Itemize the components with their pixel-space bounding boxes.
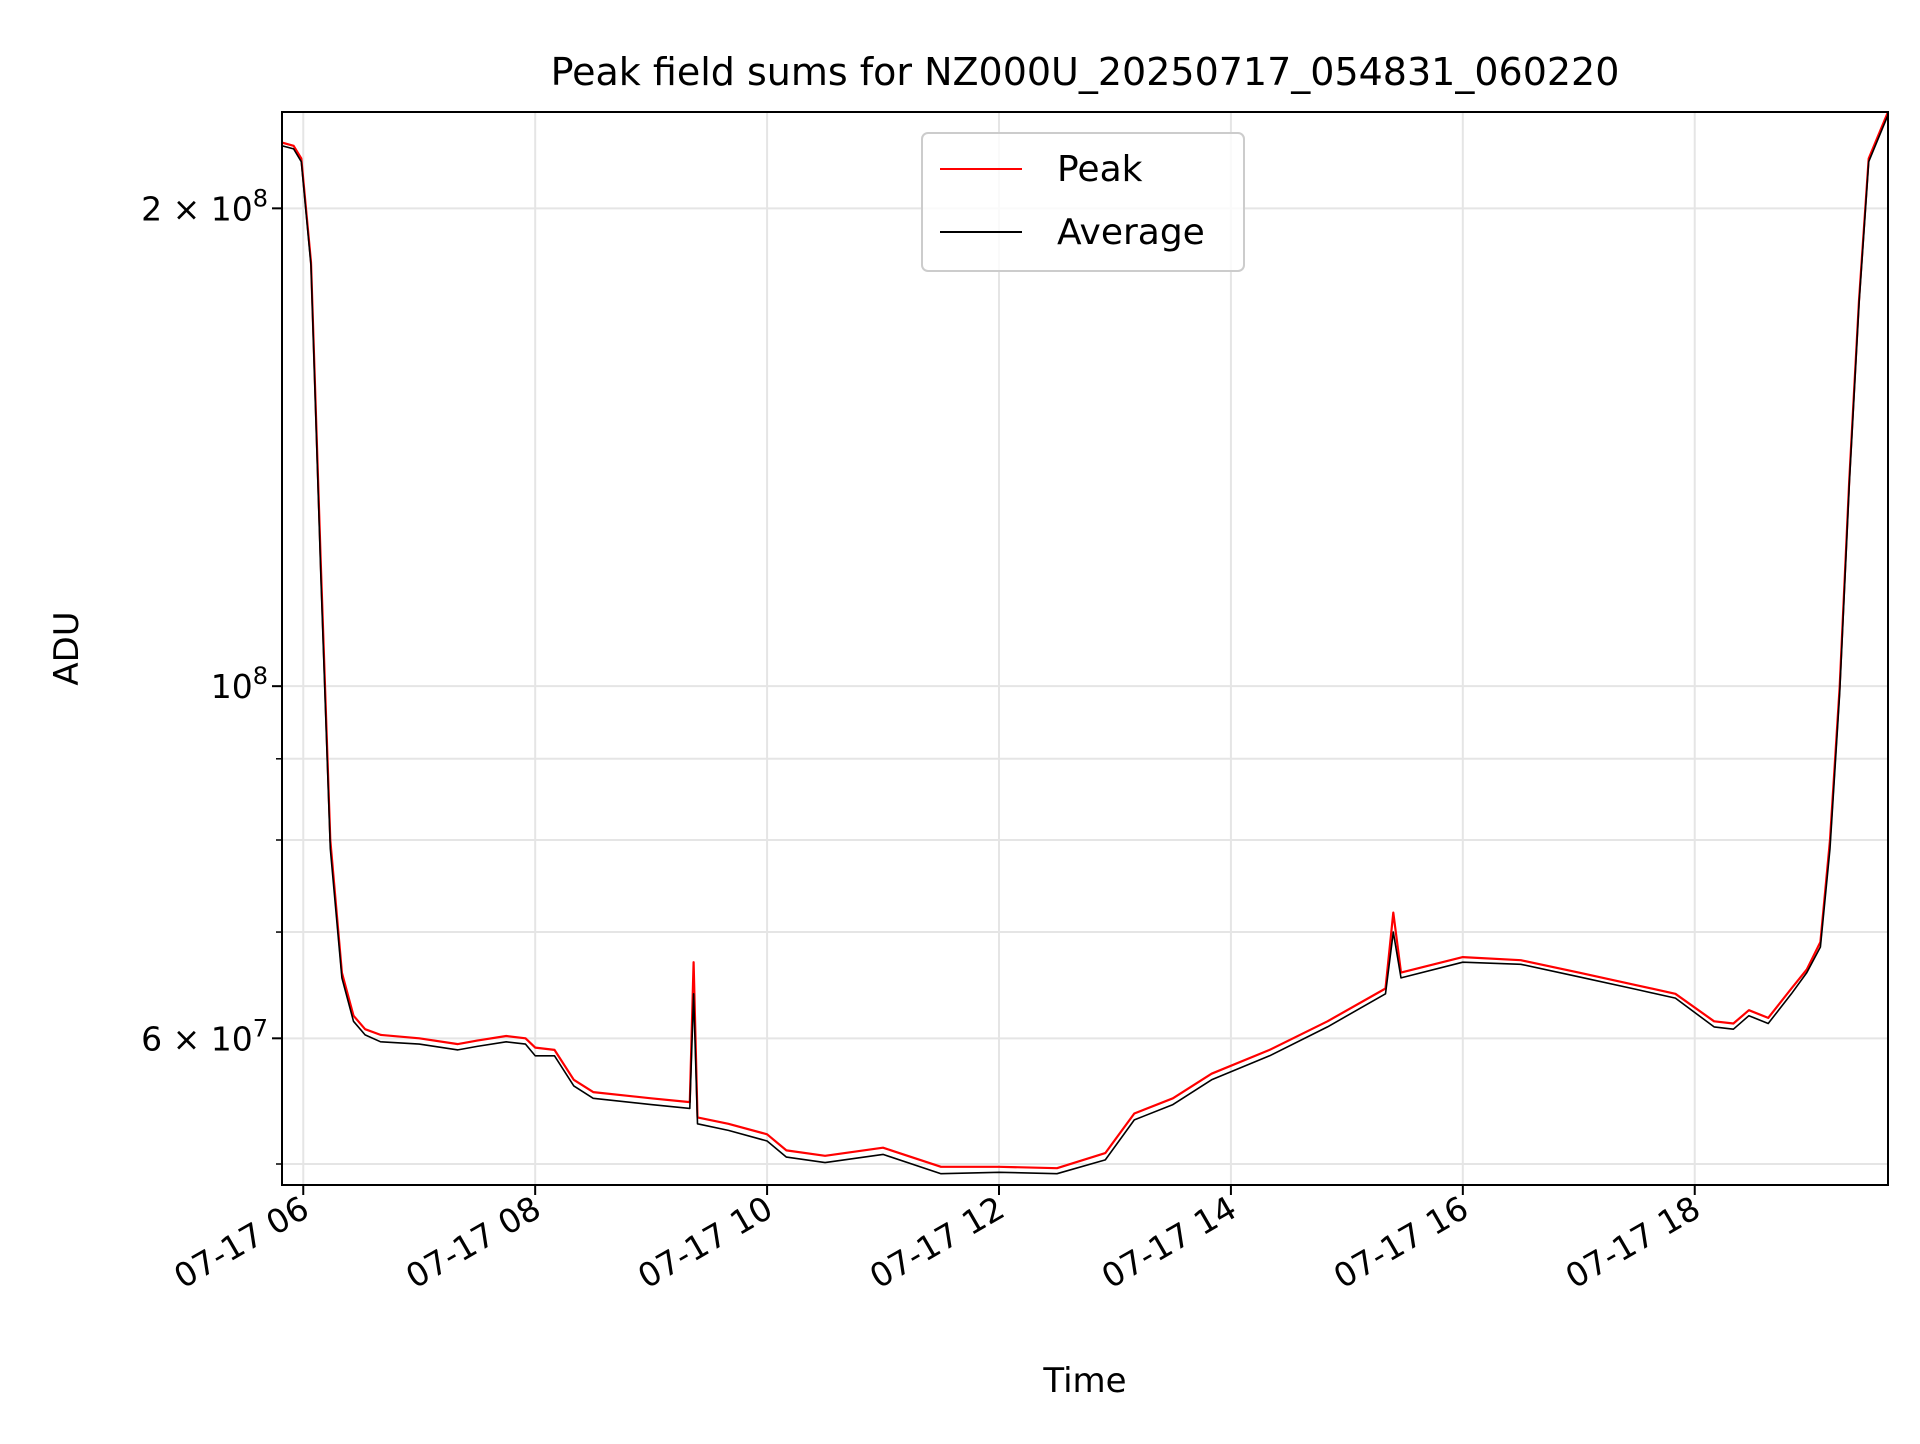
series-layer bbox=[282, 112, 1888, 1175]
series-line-average bbox=[282, 114, 1888, 1175]
legend-label-peak: Peak bbox=[1057, 149, 1143, 190]
y-axis-label: ADU bbox=[47, 611, 87, 685]
x-axis-label: Time bbox=[1042, 1361, 1126, 1401]
y-tick-base: 10 bbox=[211, 667, 253, 706]
grid-layer bbox=[282, 112, 1888, 1185]
y-tick-label: 108 bbox=[211, 662, 268, 706]
legend-label-average: Average bbox=[1057, 212, 1205, 253]
y-tick-exponent: 8 bbox=[253, 184, 268, 212]
y-tick-exponent: 8 bbox=[253, 662, 268, 690]
y-tick-base: 2 × 10 bbox=[141, 189, 253, 228]
legend-box bbox=[921, 132, 1245, 272]
y-tick-exponent: 7 bbox=[253, 1014, 268, 1042]
y-tick-base: 6 × 10 bbox=[141, 1019, 253, 1058]
legend: Peak Average bbox=[921, 132, 1245, 272]
y-tick-label: 6 × 107 bbox=[141, 1014, 268, 1058]
y-tick-label: 2 × 108 bbox=[141, 184, 268, 228]
series-line-peak bbox=[282, 112, 1888, 1170]
chart-title: Peak field sums for NZ000U_20250717_0548… bbox=[551, 50, 1620, 94]
axes-frame bbox=[281, 111, 1889, 1186]
